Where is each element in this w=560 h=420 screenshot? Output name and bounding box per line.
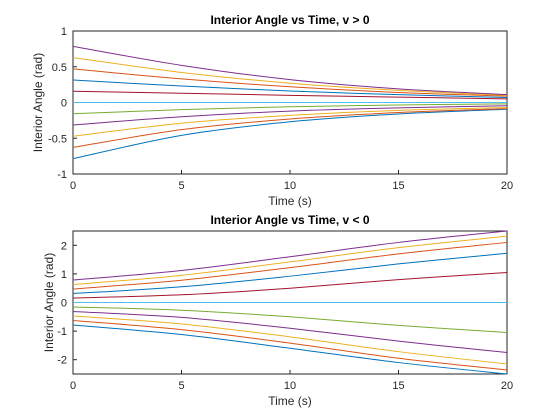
- top-chart-title: Interior Angle vs Time, v > 0: [210, 13, 369, 27]
- top-series-line: [72, 79, 508, 98]
- bottom-series-line: [72, 310, 508, 354]
- top-series-line: [72, 57, 508, 96]
- bottom-series-line: [72, 230, 508, 281]
- top-ticks: 0 5 10 15 20 -1 -0.5 0 0.5 1: [48, 26, 513, 192]
- top-x-tick-label: 5: [178, 180, 184, 192]
- bottom-x-axis-label: Time (s): [268, 394, 312, 408]
- bottom-y-tick-label: 0: [61, 298, 67, 310]
- bottom-x-tick-label: 5: [178, 380, 184, 392]
- bottom-y-tick-label: -2: [57, 355, 67, 367]
- bottom-series-line: [72, 252, 508, 295]
- bottom-series-line: [72, 315, 508, 365]
- top-series-line: [72, 68, 508, 97]
- bottom-series-group: [72, 230, 508, 375]
- top-x-tick-label: 0: [70, 180, 76, 192]
- bottom-series-line: [72, 235, 508, 286]
- bottom-series-line: [72, 241, 508, 290]
- bottom-y-tick-label: 1: [61, 269, 67, 281]
- top-series-line: [72, 108, 508, 148]
- top-chart: Interior Angle vs Time, v > 0 Time (s) I…: [31, 13, 513, 208]
- top-series-line: [72, 108, 508, 160]
- top-y-tick-label: 1: [61, 26, 67, 38]
- top-series-line: [72, 103, 508, 115]
- top-y-tick-label: 0.5: [52, 62, 67, 74]
- bottom-chart: Interior Angle vs Time, v < 0 Time (s) I…: [42, 213, 513, 408]
- top-x-tick-label: 10: [284, 180, 296, 192]
- bottom-y-tick-label: -1: [57, 326, 67, 338]
- bottom-series-line: [72, 319, 508, 371]
- bottom-x-tick-label: 0: [70, 380, 76, 392]
- bottom-ticks: 0 5 10 15 20 -2 -1 0 1 2: [57, 240, 513, 392]
- top-series-line: [72, 105, 508, 126]
- bottom-x-tick-label: 20: [501, 380, 513, 392]
- top-y-tick-label: -0.5: [48, 133, 67, 145]
- bottom-x-tick-label: 10: [284, 380, 296, 392]
- top-y-axis-label: Interior Angle (rad): [31, 53, 45, 152]
- bottom-x-tick-label: 15: [392, 380, 404, 392]
- top-series-group: [72, 45, 508, 160]
- top-x-tick-label: 15: [392, 180, 404, 192]
- top-x-axis-label: Time (s): [268, 194, 312, 208]
- top-y-tick-label: 0: [61, 98, 67, 110]
- bottom-y-tick-label: 2: [61, 240, 67, 252]
- top-series-line: [72, 45, 508, 96]
- bottom-y-axis-label: Interior Angle (rad): [42, 253, 56, 352]
- top-series-line: [72, 90, 508, 100]
- top-x-tick-label: 20: [501, 180, 513, 192]
- bottom-series-line: [72, 324, 508, 375]
- top-series-line: [72, 107, 508, 137]
- bottom-chart-title: Interior Angle vs Time, v < 0: [210, 213, 369, 227]
- bottom-series-line: [72, 306, 508, 334]
- top-y-tick-label: -1: [57, 169, 67, 181]
- bottom-series-line: [72, 271, 508, 299]
